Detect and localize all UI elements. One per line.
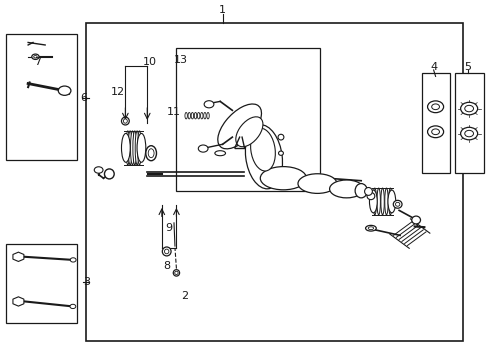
Ellipse shape xyxy=(184,112,187,119)
Text: 1: 1 xyxy=(219,5,225,15)
Ellipse shape xyxy=(329,180,363,198)
Ellipse shape xyxy=(194,112,196,119)
Ellipse shape xyxy=(137,131,141,165)
Circle shape xyxy=(94,167,103,173)
Ellipse shape xyxy=(214,151,225,156)
Text: 12: 12 xyxy=(111,87,125,98)
Ellipse shape xyxy=(431,129,439,135)
Ellipse shape xyxy=(128,131,132,165)
Ellipse shape xyxy=(395,202,399,206)
Ellipse shape xyxy=(121,134,130,162)
Ellipse shape xyxy=(364,188,372,195)
Circle shape xyxy=(70,258,76,262)
Ellipse shape xyxy=(380,188,384,215)
Ellipse shape xyxy=(188,112,190,119)
Circle shape xyxy=(198,145,207,152)
Ellipse shape xyxy=(365,225,375,231)
Ellipse shape xyxy=(464,105,472,112)
Ellipse shape xyxy=(104,169,114,179)
Ellipse shape xyxy=(200,112,203,119)
Ellipse shape xyxy=(203,112,206,119)
Ellipse shape xyxy=(278,151,283,156)
Circle shape xyxy=(58,86,71,95)
Text: 10: 10 xyxy=(142,57,156,67)
Text: 6: 6 xyxy=(81,93,87,103)
Ellipse shape xyxy=(125,131,129,165)
Ellipse shape xyxy=(121,117,129,125)
Ellipse shape xyxy=(427,101,443,113)
Ellipse shape xyxy=(137,134,145,162)
Ellipse shape xyxy=(464,130,472,137)
Ellipse shape xyxy=(460,102,477,115)
Circle shape xyxy=(203,101,213,108)
Circle shape xyxy=(70,304,76,309)
Bar xyxy=(454,73,483,173)
Text: 7: 7 xyxy=(34,57,41,67)
Ellipse shape xyxy=(260,167,306,190)
Text: 2: 2 xyxy=(181,291,188,301)
Ellipse shape xyxy=(173,270,179,276)
Ellipse shape xyxy=(366,193,374,200)
Bar xyxy=(6,244,77,323)
Text: 11: 11 xyxy=(167,107,181,117)
Ellipse shape xyxy=(372,188,376,215)
Text: 3: 3 xyxy=(83,277,90,287)
Ellipse shape xyxy=(460,127,477,140)
Ellipse shape xyxy=(32,54,39,59)
Ellipse shape xyxy=(123,119,127,123)
Ellipse shape xyxy=(174,271,178,274)
Ellipse shape xyxy=(354,184,366,198)
Ellipse shape xyxy=(387,190,395,213)
Ellipse shape xyxy=(164,249,168,254)
Ellipse shape xyxy=(411,216,420,224)
Bar xyxy=(86,23,462,341)
Ellipse shape xyxy=(217,104,261,149)
Polygon shape xyxy=(13,297,24,306)
Ellipse shape xyxy=(369,190,376,213)
Ellipse shape xyxy=(431,104,439,110)
Bar xyxy=(421,73,449,173)
Ellipse shape xyxy=(197,112,200,119)
Ellipse shape xyxy=(278,134,284,140)
Bar xyxy=(176,48,319,191)
Text: 13: 13 xyxy=(174,55,188,65)
Text: 4: 4 xyxy=(429,63,436,72)
Ellipse shape xyxy=(133,131,137,165)
Ellipse shape xyxy=(250,128,275,171)
Ellipse shape xyxy=(392,201,401,208)
Ellipse shape xyxy=(297,174,336,193)
Ellipse shape xyxy=(148,149,154,158)
Ellipse shape xyxy=(206,112,209,119)
Text: 9: 9 xyxy=(165,223,172,233)
Ellipse shape xyxy=(34,55,37,58)
Polygon shape xyxy=(13,252,24,261)
Bar xyxy=(6,33,77,160)
Ellipse shape xyxy=(130,131,134,165)
Ellipse shape xyxy=(235,117,263,147)
Text: 8: 8 xyxy=(163,261,170,271)
Ellipse shape xyxy=(384,188,387,215)
Ellipse shape xyxy=(367,227,373,230)
Ellipse shape xyxy=(388,188,391,215)
Ellipse shape xyxy=(145,146,156,161)
Ellipse shape xyxy=(191,112,193,119)
Ellipse shape xyxy=(162,247,171,256)
Text: 5: 5 xyxy=(464,63,471,72)
Ellipse shape xyxy=(135,131,139,165)
Ellipse shape xyxy=(427,126,443,138)
Ellipse shape xyxy=(376,188,380,215)
Ellipse shape xyxy=(245,125,282,189)
